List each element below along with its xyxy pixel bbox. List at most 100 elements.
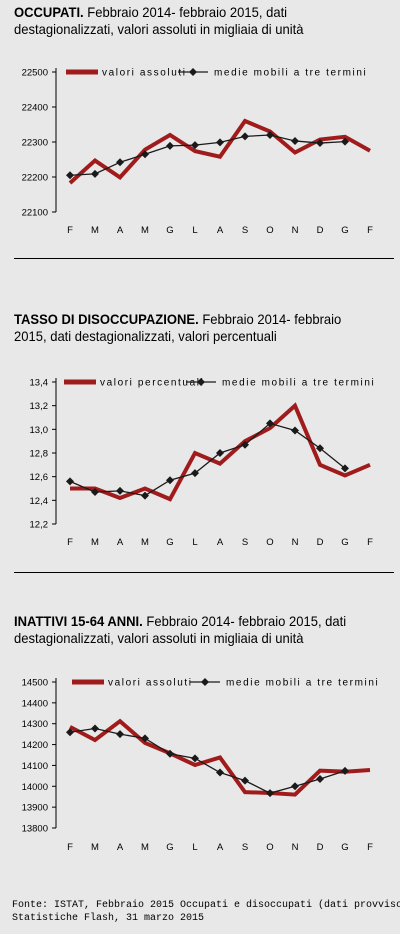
line-chart-occupati: 22500 22400 22300 22200 22100 F M A M G L A S O N D G Fva…: [22, 68, 374, 237]
series-marker-medie-mobili: [316, 139, 324, 148]
x-tick-label: F: [67, 842, 73, 853]
series-marker-medie-mobili: [91, 724, 99, 733]
legend-label-valori: valori percentuali: [100, 378, 204, 389]
x-tick-label: M: [91, 842, 99, 853]
x-tick-label: D: [317, 842, 324, 853]
x-tick-label: F: [367, 842, 373, 853]
series-line-medie-mobili: [69, 727, 346, 794]
series-marker-medie-mobili: [341, 464, 349, 473]
x-tick-label: M: [141, 225, 149, 236]
x-tick-label: A: [117, 225, 124, 236]
y-tick-label: 13,2: [30, 401, 49, 412]
series-marker-medie-mobili: [316, 774, 324, 783]
series-marker-medie-mobili: [141, 150, 149, 159]
y-tick-label: 12,6: [30, 472, 49, 483]
legend-label-medie-mobili: medie mobili a tre termini: [214, 68, 367, 79]
line-chart-inattivi: 14500 14400 14300 14200 14100 14000 13900 13800…: [22, 678, 379, 854]
x-tick-label: D: [317, 225, 324, 236]
chart-title-rest: Febbraio 2014- febbraio 2015, dati desta…: [14, 311, 342, 344]
series-marker-medie-mobili: [166, 476, 174, 485]
chart-title-bold: TASSO DI DISOCCUPAZIONE.: [14, 311, 199, 327]
x-tick-label: L: [192, 537, 197, 548]
x-tick-label: O: [266, 225, 273, 236]
y-tick-label: 14100: [22, 761, 48, 772]
x-tick-label: M: [91, 537, 99, 548]
x-tick-label: O: [266, 537, 273, 548]
series-marker-medie-mobili: [166, 141, 174, 150]
y-tick-label: 22100: [22, 208, 48, 219]
x-tick-label: S: [242, 842, 248, 853]
series-marker-medie-mobili: [241, 132, 249, 141]
legend-label-valori: valori assoluti: [108, 678, 193, 689]
series-marker-medie-mobili: [66, 171, 74, 180]
source-line: Fonte: ISTAT, Febbraio 2015 Occupati e d…: [12, 900, 400, 911]
series-marker-medie-mobili: [116, 158, 124, 167]
series-line-valori: [69, 718, 371, 797]
series-marker-medie-mobili: [191, 141, 199, 150]
series-marker-medie-mobili: [241, 440, 249, 449]
chart-title-bold: INATTIVI 15-64 ANNI.: [14, 613, 143, 629]
chart-title-bold: OCCUPATI.: [14, 4, 84, 20]
y-tick-label: 12,4: [30, 496, 49, 507]
source-footer: Fonte: ISTAT, Febbraio 2015 Occupati e d…: [12, 899, 400, 925]
series-marker-medie-mobili: [116, 486, 124, 495]
legend-marker-medie-mobili: [201, 678, 209, 686]
x-tick-label: A: [217, 225, 224, 236]
x-tick-label: A: [217, 842, 224, 853]
series-marker-medie-mobili: [116, 730, 124, 739]
y-tick-label: 14300: [22, 719, 48, 730]
series-marker-medie-mobili: [216, 138, 224, 147]
x-tick-label: F: [67, 225, 73, 236]
x-tick-label: N: [292, 225, 299, 236]
y-tick-label: 22500: [22, 68, 48, 79]
y-tick-label: 14500: [22, 678, 48, 689]
series-marker-medie-mobili: [66, 477, 74, 486]
series-marker-medie-mobili: [291, 136, 299, 145]
x-tick-label: M: [91, 225, 99, 236]
series-marker-medie-mobili: [341, 766, 349, 775]
section-divider: [14, 258, 394, 259]
x-tick-label: A: [117, 842, 124, 853]
chart-title: OCCUPATI. Febbraio 2014- febbraio 2015, …: [14, 4, 367, 38]
series-marker-medie-mobili: [341, 137, 349, 146]
series-marker-medie-mobili: [291, 426, 299, 435]
series-marker-medie-mobili: [216, 768, 224, 777]
x-tick-label: G: [341, 537, 348, 548]
x-tick-label: G: [341, 842, 348, 853]
x-tick-label: L: [192, 225, 197, 236]
source-line: Statistiche Flash, 31 marzo 2015: [12, 913, 205, 924]
x-tick-label: O: [266, 842, 273, 853]
legend-marker-medie-mobili: [197, 378, 205, 386]
x-tick-label: N: [292, 537, 299, 548]
chart-title: TASSO DI DISOCCUPAZIONE. Febbraio 2014- …: [14, 311, 367, 345]
series-line-medie-mobili: [69, 422, 346, 497]
series-marker-medie-mobili: [291, 782, 299, 791]
x-tick-label: N: [292, 842, 299, 853]
y-tick-label: 14200: [22, 740, 48, 751]
series-marker-medie-mobili: [66, 728, 74, 737]
x-tick-label: L: [192, 842, 197, 853]
series-marker-medie-mobili: [141, 491, 149, 500]
chart-title: INATTIVI 15-64 ANNI. Febbraio 2014- febb…: [14, 613, 367, 647]
series-marker-medie-mobili: [166, 749, 174, 758]
x-tick-label: F: [367, 225, 373, 236]
series-line-valori: [70, 402, 371, 502]
series-marker-medie-mobili: [266, 131, 274, 139]
x-tick-label: A: [217, 537, 224, 548]
y-tick-label: 12,8: [30, 449, 49, 460]
legend-marker-medie-mobili: [189, 68, 197, 76]
series-line-valori: [68, 118, 371, 185]
chart-title-rest: Febbraio 2014- febbraio 2015, dati desta…: [14, 4, 304, 37]
legend-label-medie-mobili: medie mobili a tre termini: [226, 678, 379, 689]
y-tick-label: 13800: [22, 824, 48, 835]
series-marker-medie-mobili: [266, 789, 274, 798]
series-marker-medie-mobili: [241, 776, 249, 785]
series-marker-medie-mobili: [191, 469, 199, 478]
series-marker-medie-mobili: [191, 754, 199, 763]
x-tick-label: F: [67, 537, 73, 548]
y-tick-label: 22300: [22, 138, 48, 149]
series-marker-medie-mobili: [91, 169, 99, 178]
section-divider: [14, 572, 394, 573]
y-tick-label: 14400: [22, 698, 48, 709]
x-tick-label: M: [141, 842, 149, 853]
